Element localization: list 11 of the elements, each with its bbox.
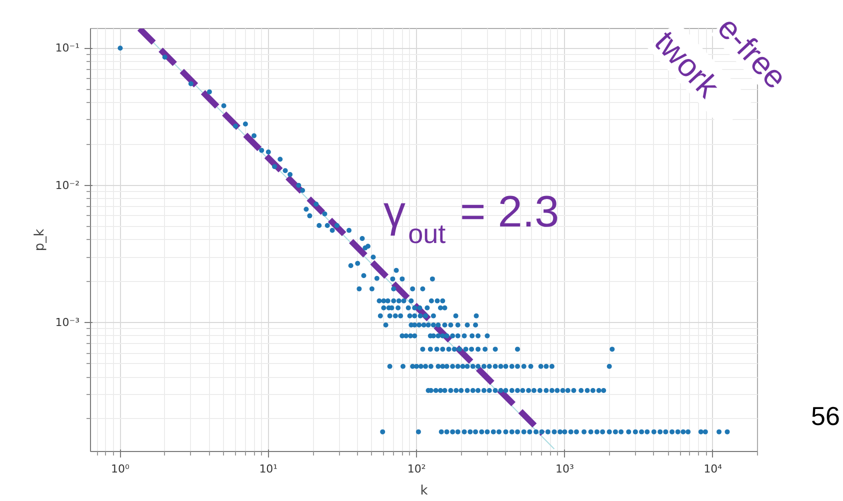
text: 56 bbox=[811, 400, 840, 433]
x-tick-label: 10⁰ bbox=[111, 462, 130, 476]
y-tick-label: 10⁻² bbox=[55, 178, 80, 192]
y-tick-label: 10⁻¹ bbox=[55, 42, 80, 55]
x-tick-label: 10² bbox=[407, 462, 426, 476]
y-axis-title: p_k bbox=[32, 228, 48, 252]
x-tick-label: 10¹ bbox=[259, 462, 278, 476]
y-tick-label: 10⁻³ bbox=[55, 316, 80, 330]
x-tick-label: 10³ bbox=[556, 462, 574, 476]
x-axis-title: k bbox=[420, 484, 428, 498]
x-tick-label: 10⁴ bbox=[704, 462, 723, 476]
